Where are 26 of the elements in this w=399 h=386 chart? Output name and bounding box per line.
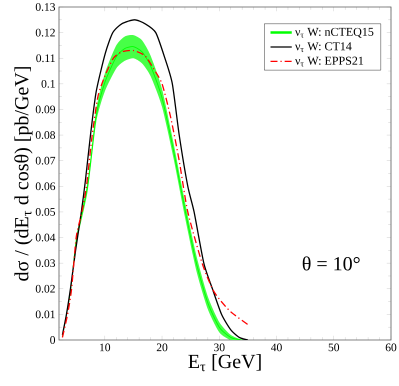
y-tick-label: 0.02 [36, 284, 55, 293]
legend-label: ν$_{τ}$ W: CT14 [295, 42, 352, 52]
x-tick-label: 30 [214, 344, 225, 352]
y-tick-label: 0.11 [36, 54, 55, 62]
x-tick-label: 40 [270, 344, 282, 352]
y-tick-label: 0.1 [42, 80, 55, 88]
y-axis-title: dσ / (dE$_{τ}$ d cosθ) [pb/GeV] [14, 67, 33, 281]
y-tick-label: 0.01 [36, 310, 55, 318]
y-tick-label: 0.07 [36, 156, 56, 165]
legend-label: ν$_{τ}$ W: nCTEQ15 [295, 28, 374, 38]
x-tick-label: 20 [156, 344, 168, 352]
y-tick-label: 0.08 [36, 131, 56, 139]
y-tick-label: 0 [50, 336, 56, 344]
x-tick-label: 60 [386, 344, 396, 352]
y-tick-label: 0.04 [36, 234, 56, 242]
y-tick-label: 0.13 [36, 3, 56, 11]
y-tick-label: 0.12 [36, 28, 55, 37]
y-tick-label: 0.03 [36, 259, 56, 268]
y-tick-label: 0.09 [36, 106, 56, 114]
y-tick-label: 0.06 [36, 182, 56, 190]
x-tick-label: 50 [328, 344, 340, 352]
x-tick-label: 10 [100, 344, 110, 352]
y-tick-label: 0.05 [36, 208, 56, 216]
annotation: θ = 10° [302, 256, 360, 271]
legend-label: ν$_{τ}$ W: EPPS21 [295, 56, 364, 66]
x-axis-title: E$_{τ}$ [GeV] [188, 354, 261, 372]
